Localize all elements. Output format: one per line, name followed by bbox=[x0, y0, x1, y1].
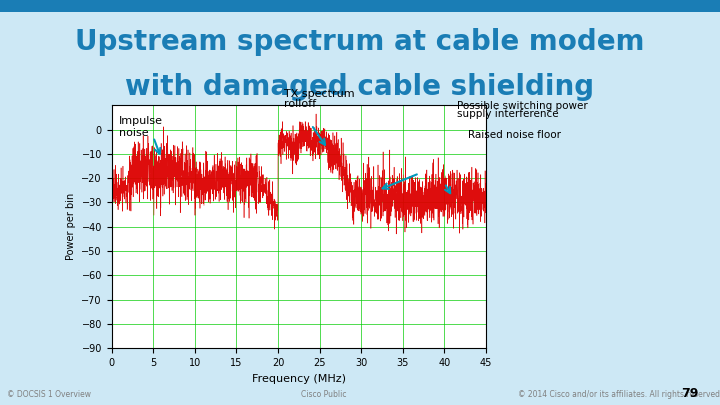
Text: with damaged cable shielding: with damaged cable shielding bbox=[125, 73, 595, 101]
Text: rolloff: rolloff bbox=[284, 99, 317, 109]
Y-axis label: Power per bin: Power per bin bbox=[66, 193, 76, 260]
Text: noise: noise bbox=[119, 128, 148, 138]
Text: TX spectrum: TX spectrum bbox=[284, 89, 355, 99]
Text: Impulse: Impulse bbox=[119, 115, 163, 126]
Text: Possible switching power: Possible switching power bbox=[457, 101, 588, 111]
Text: Raised noise floor: Raised noise floor bbox=[468, 130, 561, 140]
Text: Upstream spectrum at cable modem: Upstream spectrum at cable modem bbox=[76, 28, 644, 56]
Text: Cisco Public: Cisco Public bbox=[301, 390, 347, 399]
Text: © DOCSIS 1 Overview: © DOCSIS 1 Overview bbox=[7, 390, 91, 399]
Text: supply interference: supply interference bbox=[457, 109, 559, 119]
Text: © 2014 Cisco and/or its affiliates. All rights reserved.: © 2014 Cisco and/or its affiliates. All … bbox=[518, 390, 720, 399]
Text: 79: 79 bbox=[681, 387, 698, 400]
X-axis label: Frequency (MHz): Frequency (MHz) bbox=[252, 373, 346, 384]
